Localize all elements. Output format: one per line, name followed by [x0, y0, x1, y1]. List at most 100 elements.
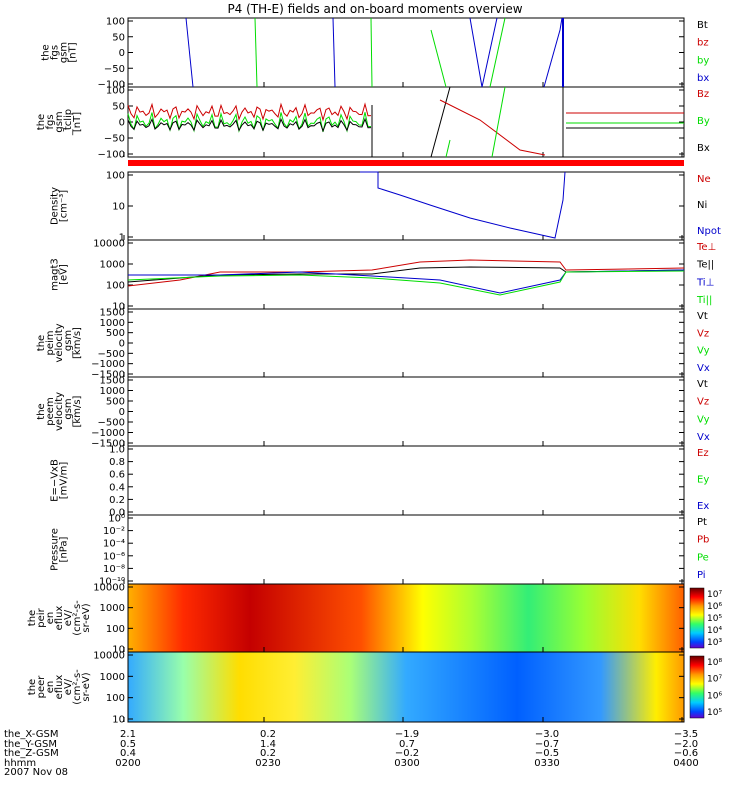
panel-frame: [127, 445, 685, 516]
y-axis-label: the: [27, 679, 38, 695]
y-tick-label: 0.0: [109, 508, 125, 519]
legend-Ni: Ni: [697, 200, 707, 211]
y-tick-label: 0.4: [109, 482, 125, 493]
trace-bx: [185, 17, 194, 88]
y-axis-label: [eV]: [59, 264, 70, 285]
ephem-value: 0200: [115, 757, 141, 769]
legend-By: By: [697, 116, 710, 127]
date-label: 2007 Nov 08: [4, 767, 69, 778]
y-axis-label: E=−VxB: [50, 459, 61, 502]
legend-by: by: [697, 55, 709, 66]
y-axis-label: (cm²-s-: [72, 669, 83, 705]
y-axis-label: _gsm: [63, 398, 74, 425]
y-axis-label: peer: [36, 675, 47, 699]
y-tick-label: 500: [106, 397, 125, 408]
y-tick-label: 10000: [93, 583, 125, 594]
y-tick-label: 1000: [100, 672, 125, 683]
panel-density: 100 10 1 Density[cm⁻³] Ne Ni Npot: [50, 171, 721, 244]
y-tick-label: 0: [119, 118, 125, 129]
legend-Vx: Vx: [697, 432, 710, 443]
trace-bx: [469, 17, 498, 88]
y-tick-label: 0.6: [109, 470, 125, 481]
trace-bx: [332, 17, 336, 88]
y-tick-label: −100: [98, 80, 125, 91]
y-axis-label: gsm: [59, 42, 70, 63]
colorbar-tick-label: 10³: [707, 638, 722, 648]
y-axis-label: en: [45, 612, 56, 625]
y-tick-label: 0: [119, 339, 125, 350]
ephem-value: 0400: [673, 757, 699, 769]
y-tick-label: 10⁻²: [103, 526, 125, 537]
colorbar: [689, 587, 705, 649]
colorbar-tick-label: 10⁷: [707, 675, 722, 685]
y-axis-label: Pressure: [50, 528, 61, 571]
legend-Bt: Bt: [697, 20, 708, 31]
y-tick-label: 10000: [93, 651, 125, 662]
y-tick-label: 100: [106, 86, 125, 97]
ephem-value: 2.1: [120, 729, 136, 740]
colorbar-tick-label: 10⁴: [707, 626, 722, 636]
legend-Ex: Ex: [697, 501, 709, 512]
panel-peir_en_eflux: 10⁷ 10⁶ 10⁵ 10⁴ 10³ 10000 1000 100 10 thepeirenef…: [27, 583, 722, 656]
y-tick-label: 50: [112, 32, 125, 43]
legend-bx: bx: [697, 73, 709, 84]
y-tick-label: 500: [106, 328, 125, 339]
ephem-value: −3.5: [673, 729, 699, 740]
y-tick-label: 10⁻⁶: [103, 551, 125, 562]
y-tick-label: 1: [119, 233, 125, 244]
y-axis-label: the: [36, 403, 47, 419]
trace-by: [370, 17, 373, 88]
y-tick-label: 10: [112, 645, 125, 656]
y-tick-label: 0.2: [109, 495, 125, 506]
y-axis-label: the: [27, 610, 38, 626]
panel-frame: [127, 514, 685, 585]
y-tick-label: −1000: [91, 359, 125, 370]
trace-bx: [543, 17, 563, 88]
ephem-value: 0.7: [399, 738, 415, 750]
y-axis-label: eflux: [54, 606, 65, 631]
y-tick-label: 10: [112, 202, 125, 213]
y-axis-label: the: [36, 114, 47, 130]
y-axis-label: (cm²-s-: [72, 600, 83, 636]
legend-Te||: Te||: [696, 260, 714, 271]
legend-Vy: Vy: [697, 346, 710, 357]
y-tick-label: 1000: [100, 260, 125, 271]
y-axis-label: eV/: [63, 609, 74, 626]
colorbar: [689, 655, 705, 719]
y-axis-label: peir: [36, 607, 47, 627]
y-axis-label: eflux: [54, 675, 65, 700]
legend-Npot: Npot: [697, 226, 721, 237]
y-axis-label: peem: [45, 397, 56, 425]
y-tick-label: 1000: [100, 386, 125, 397]
trace-bz: [127, 102, 372, 122]
trace-by: [430, 29, 447, 88]
trace-by: [445, 139, 451, 158]
y-axis-label: eV/: [63, 678, 74, 695]
legend-Pt: Pt: [697, 517, 707, 528]
y-axis-label: _tclip: [63, 109, 74, 136]
y-tick-label: 100: [106, 624, 125, 635]
panel-frame: [127, 17, 685, 88]
y-tick-label: 10⁻⁸: [103, 564, 125, 575]
ephem-value: −3.0: [534, 729, 560, 740]
trace-npot: [360, 171, 566, 239]
trace-bz: [439, 99, 546, 156]
ephem-label: the_Y-GSM: [4, 738, 58, 750]
panel-frame: [127, 308, 685, 378]
y-axis-label: gsm: [54, 111, 65, 132]
y-axis-label: peim: [45, 330, 56, 355]
y-axis-label: [nT]: [68, 42, 79, 62]
y-tick-label: 10⁰: [108, 514, 125, 525]
ephem-row-hhmm: hhmm 0200 0230 0300 0330 0400: [4, 757, 744, 769]
y-tick-label: 10⁻⁴: [103, 539, 125, 550]
status-bar: [128, 160, 684, 166]
legend-Vt: Vt: [697, 379, 708, 390]
legend-Pi: Pi: [697, 570, 706, 581]
legend-Ti||: Ti||: [696, 295, 712, 306]
y-tick-label: 100: [106, 17, 125, 28]
legend-Pb: Pb: [697, 535, 709, 546]
y-tick-label: 100: [106, 281, 125, 292]
ephem-row-y: the_Y-GSM 0.5 1.4 0.7 −0.7 −2.0: [4, 738, 744, 750]
